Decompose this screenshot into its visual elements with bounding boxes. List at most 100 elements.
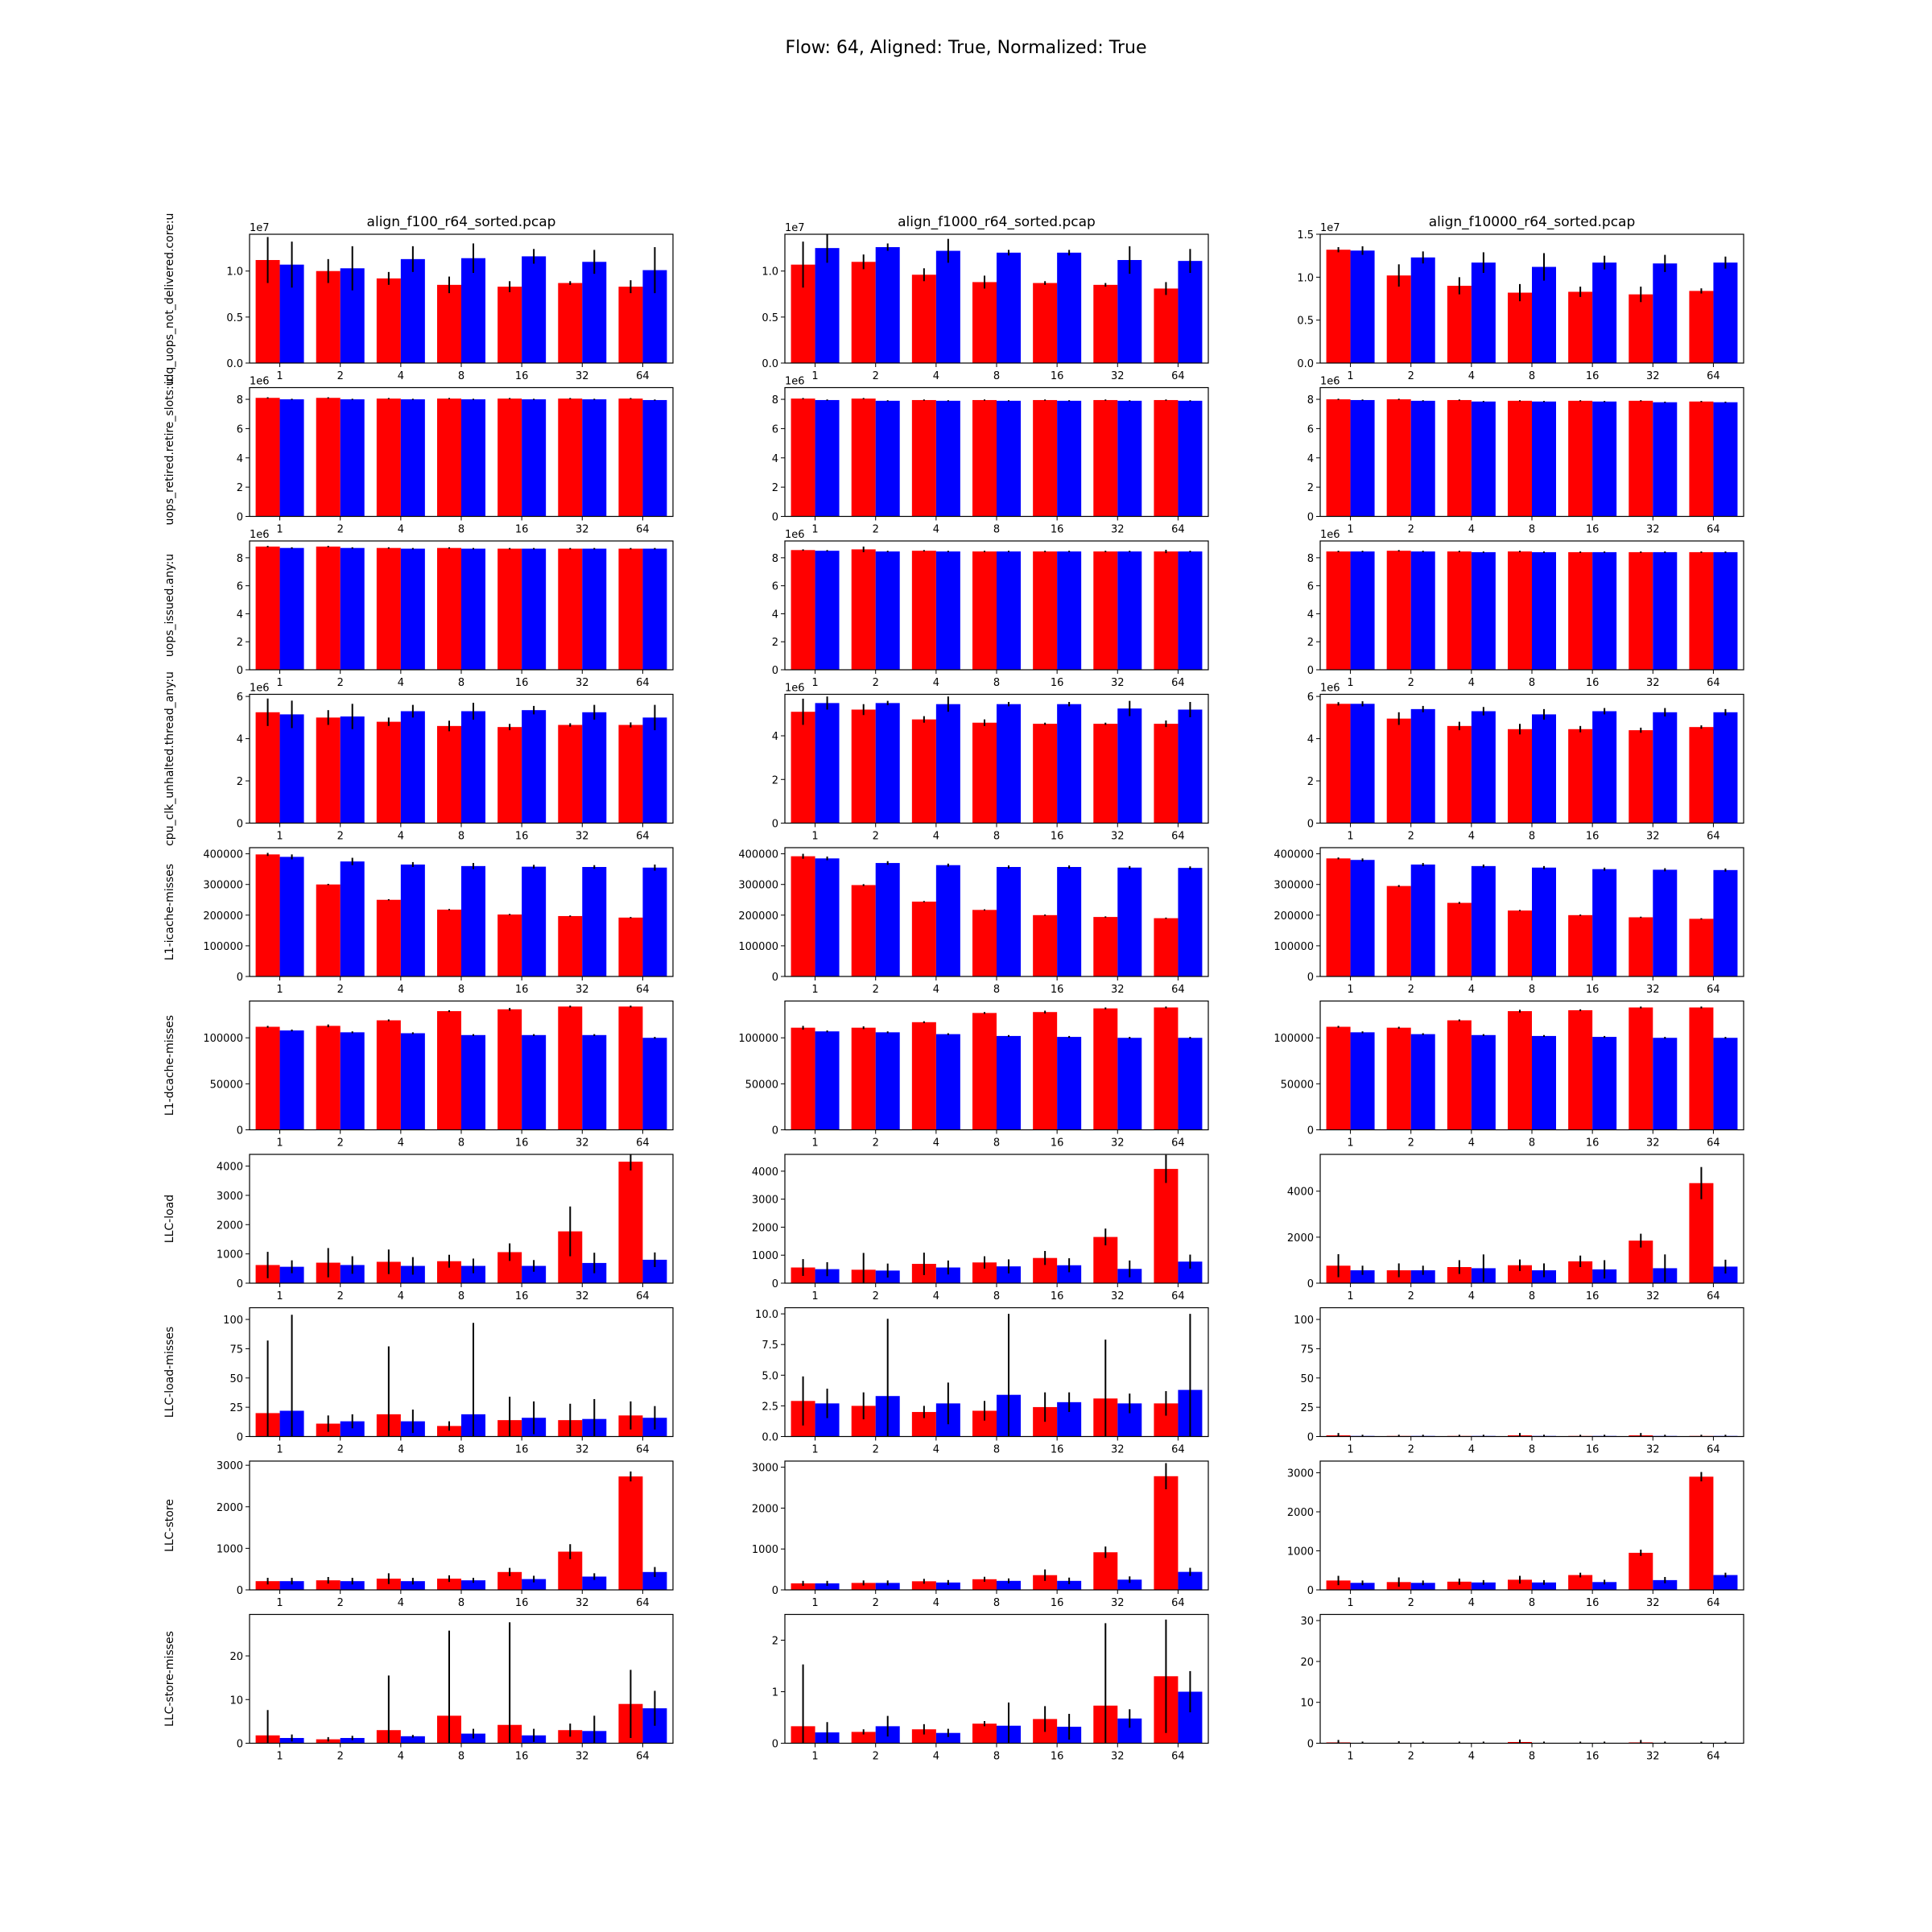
bar <box>1713 1038 1738 1130</box>
x-tick-label: 8 <box>993 677 1000 689</box>
x-tick-label: 64 <box>1171 1751 1185 1763</box>
x-tick-label: 16 <box>1051 1137 1064 1150</box>
bar <box>1093 1008 1118 1130</box>
bar-group <box>791 1619 1203 1744</box>
x-tick-label: 64 <box>636 1137 650 1150</box>
x-tick-label: 1 <box>276 1290 283 1302</box>
y-tick-label: 0.0 <box>226 358 243 370</box>
x-tick-label: 1 <box>811 524 818 536</box>
bar <box>1629 294 1653 363</box>
x-tick-label: 8 <box>993 984 1000 996</box>
bar <box>582 712 607 824</box>
bar <box>1178 261 1203 363</box>
bar-group <box>1326 1472 1738 1590</box>
x-tick-label: 8 <box>458 1137 464 1150</box>
bar <box>972 722 997 824</box>
bar <box>340 1581 365 1590</box>
bar <box>558 398 583 517</box>
bar <box>1592 1582 1617 1590</box>
bar <box>1386 551 1411 670</box>
bar <box>522 866 547 976</box>
x-tick-label: 2 <box>337 831 344 843</box>
chart-panel-r8c1: 1 2 4 8 16 32 64 0 1000 2000 3000 <box>752 1460 1209 1609</box>
x-tick-label: 8 <box>1529 1137 1535 1150</box>
bar <box>1093 284 1118 363</box>
x-tick-label: 2 <box>337 677 344 689</box>
x-tick-label: 8 <box>1529 1290 1535 1302</box>
y-tick-label: 4000 <box>1287 1187 1314 1199</box>
x-tick-label: 64 <box>1707 831 1720 843</box>
y-tick-label: 8 <box>772 553 778 565</box>
axis-offset-label: 1e6 <box>250 529 270 541</box>
bar-group <box>255 698 667 824</box>
bar <box>255 398 280 517</box>
bar <box>376 1579 401 1590</box>
bar <box>1386 275 1411 363</box>
y-tick-label: 2000 <box>1287 1507 1314 1519</box>
bar <box>1326 704 1351 824</box>
bar <box>1410 257 1435 363</box>
x-tick-label: 32 <box>1111 1444 1125 1456</box>
y-tick-label: 6 <box>772 423 778 436</box>
bar <box>935 1732 960 1744</box>
bar <box>497 398 522 517</box>
chart-panel-r2c2: 1e6 1 2 4 8 16 32 64 0 2 4 6 8 <box>1307 529 1744 689</box>
y-tick-label: 0.5 <box>226 312 243 324</box>
x-tick-label: 16 <box>1051 1751 1064 1763</box>
bar <box>1154 1169 1179 1283</box>
chart-panel-r0c2: align_f10000_r64_sorted.pcap 1e7 1 2 4 8 16 32 6… <box>1297 214 1744 382</box>
chart-panel-r4c2: 1 2 4 8 16 32 64 0 100000 200000 300000 400000 <box>1274 847 1744 996</box>
panel-grid: align_f100_r64_sorted.pcap 1e7 idq_uops_no… <box>163 213 1744 1763</box>
y-tick-label: 10 <box>229 1695 243 1707</box>
bar <box>1326 399 1351 517</box>
y-tick-label: 6 <box>1307 581 1314 593</box>
bar <box>1326 1026 1351 1130</box>
x-tick-label: 32 <box>1111 1290 1125 1302</box>
bar <box>316 884 341 976</box>
bar <box>279 1030 304 1130</box>
bar <box>522 548 547 670</box>
bar <box>279 857 304 976</box>
bar <box>1508 1265 1532 1283</box>
bar <box>497 1009 522 1130</box>
x-tick-label: 1 <box>811 831 818 843</box>
y-tick-label: 50000 <box>745 1079 778 1091</box>
bar-group <box>791 1314 1203 1437</box>
bar <box>1093 1552 1118 1590</box>
x-tick-label: 64 <box>1171 1137 1185 1150</box>
bar <box>340 547 365 670</box>
y-tick-label: 4 <box>237 453 243 465</box>
y-tick-label: 0 <box>237 1125 243 1137</box>
y-tick-label: 300000 <box>203 880 243 892</box>
bar <box>1447 1020 1472 1130</box>
x-tick-label: 4 <box>1468 1751 1475 1763</box>
bar <box>642 399 667 517</box>
x-tick-label: 16 <box>1586 1137 1600 1150</box>
bar <box>1532 551 1556 670</box>
y-tick-label: 300000 <box>1274 880 1314 892</box>
bar <box>911 399 936 517</box>
bar <box>461 865 485 976</box>
x-tick-label: 64 <box>1707 1290 1720 1302</box>
y-tick-label: 6 <box>772 581 778 593</box>
bar <box>400 711 425 824</box>
x-tick-label: 32 <box>1111 370 1125 382</box>
y-tick-label: 8 <box>237 553 243 565</box>
bar <box>1689 919 1714 976</box>
bar <box>911 1581 936 1590</box>
x-tick-label: 16 <box>1586 1444 1600 1456</box>
x-tick-label: 8 <box>993 524 1000 536</box>
y-tick-label: 200000 <box>203 910 243 923</box>
x-tick-label: 32 <box>576 1290 589 1302</box>
x-tick-label: 2 <box>1408 1290 1414 1302</box>
bar <box>316 1580 341 1590</box>
y-axis-label: uops_retired.retire_slots:u <box>163 378 176 525</box>
y-tick-label: 4 <box>1307 734 1314 746</box>
x-tick-label: 2 <box>337 1597 344 1609</box>
bar <box>1117 400 1142 517</box>
x-tick-label: 16 <box>1586 984 1600 996</box>
y-tick-label: 2 <box>772 482 778 494</box>
chart-panel-r2c1: 1e6 1 2 4 8 16 32 64 0 2 4 6 8 <box>772 529 1209 689</box>
y-axis-label: L1-dcache-misses <box>163 1015 176 1116</box>
x-tick-label: 32 <box>1646 1751 1660 1763</box>
